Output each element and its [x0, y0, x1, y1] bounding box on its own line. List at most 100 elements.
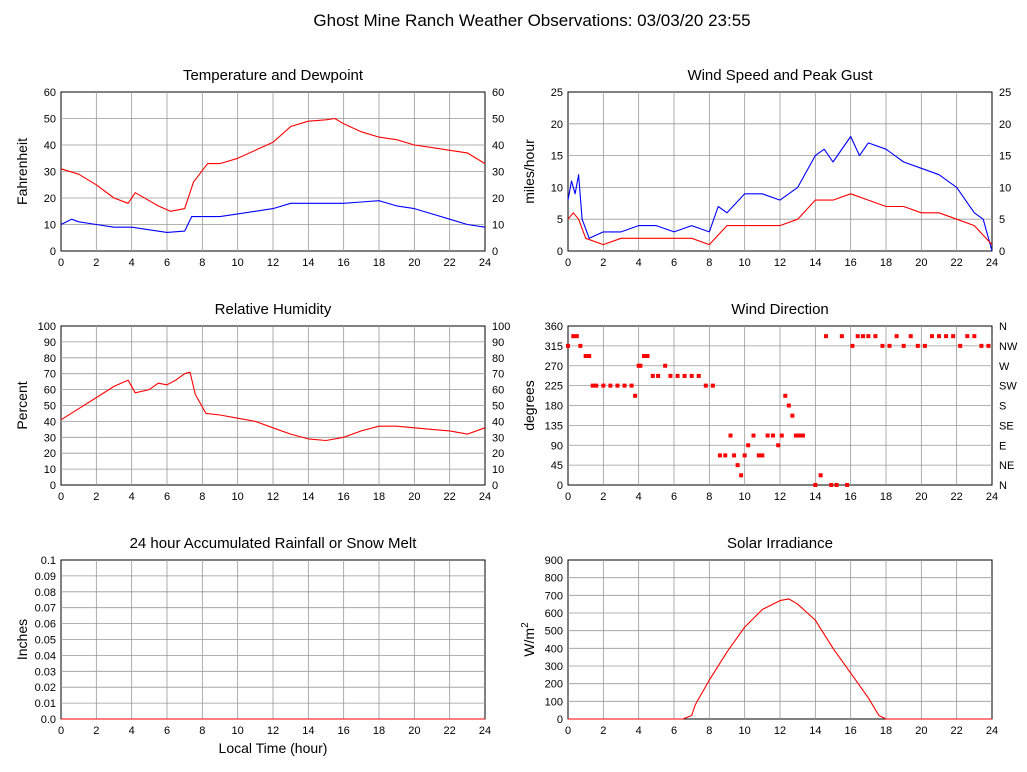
x-tick-label: 22 [951, 725, 963, 737]
right-y-tick-label: 20 [999, 119, 1011, 131]
x-tick-label: 16 [845, 725, 857, 737]
y-tick-label: 0 [50, 480, 56, 492]
y-axis-label: Inches [14, 619, 30, 660]
wind-direction-point [645, 354, 650, 359]
y-tick-label: 700 [545, 590, 563, 602]
x-tick-label: 24 [479, 257, 491, 269]
right-y-tick-label: 20 [492, 448, 504, 460]
series-line-0 [60, 371, 486, 442]
y-tick-label: 80 [44, 353, 56, 365]
x-tick-label: 0 [565, 257, 571, 269]
wind-direction-point [587, 354, 592, 359]
y-tick-label: 90 [551, 440, 563, 452]
y-tick-label: 0 [557, 714, 563, 726]
x-tick-label: 8 [706, 725, 712, 737]
wind-direction-point [622, 383, 627, 388]
wind-direction-point [742, 453, 747, 458]
x-tick-label: 12 [774, 257, 786, 269]
wind-direction-point [735, 463, 740, 468]
x-tick-label: 20 [915, 257, 927, 269]
right-y-tick-label: 60 [492, 87, 504, 99]
wind-direction-point [615, 383, 620, 388]
right-y-tick-label: SE [999, 420, 1014, 432]
x-tick-label: 4 [129, 257, 135, 269]
right-y-tick-label: 10 [492, 220, 504, 232]
x-tick-label: 8 [199, 491, 205, 503]
x-tick-label: 0 [565, 491, 571, 503]
right-y-tick-label: S [999, 401, 1006, 413]
right-y-tick-label: 0 [492, 480, 498, 492]
wind-direction-point [951, 334, 956, 339]
x-tick-label: 12 [267, 491, 279, 503]
x-tick-label: 0 [58, 257, 64, 269]
y-tick-label: 5 [557, 214, 563, 226]
wind-direction-point [813, 483, 818, 487]
y-tick-label: 60 [44, 385, 56, 397]
wind-direction-point [786, 403, 791, 408]
wind-direction-point [574, 334, 579, 339]
right-y-tick-label: W [999, 361, 1010, 373]
y-axis-label-text: Percent [14, 381, 30, 429]
y-tick-label: 0.05 [35, 635, 56, 647]
x-tick-label: 24 [479, 725, 491, 737]
y-tick-label: 15 [551, 151, 563, 163]
right-y-tick-label: 70 [492, 369, 504, 381]
x-tick-label: 20 [408, 257, 420, 269]
x-tick-label: 22 [444, 257, 456, 269]
wind-direction-point [601, 383, 606, 388]
x-tick-label: 24 [986, 491, 998, 503]
y-tick-label: 45 [551, 460, 563, 472]
x-tick-label: 0 [58, 491, 64, 503]
y-tick-label: 100 [545, 696, 563, 708]
right-y-tick-label: 50 [492, 401, 504, 413]
right-y-tick-label: 90 [492, 337, 504, 349]
right-y-tick-label: SW [999, 381, 1017, 393]
x-tick-label: 14 [809, 725, 821, 737]
wind-direction-point [861, 334, 866, 339]
x-tick-label: 24 [986, 257, 998, 269]
wind-direction-point [908, 334, 913, 339]
wind-direction-point [855, 334, 860, 339]
wind-direction-point [972, 334, 977, 339]
wind-direction-point [608, 383, 613, 388]
x-tick-label: 16 [338, 491, 350, 503]
series-line-1 [60, 200, 486, 233]
x-tick-label: 10 [232, 491, 244, 503]
x-tick-label: 4 [636, 725, 642, 737]
x-tick-label: 8 [706, 257, 712, 269]
wind-direction-point [629, 383, 634, 388]
x-tick-label: 16 [338, 725, 350, 737]
wind-direction-point [723, 453, 728, 458]
x-tick-label: 22 [444, 725, 456, 737]
wind-direction-point [880, 343, 885, 348]
wind-direction-point [682, 373, 687, 378]
right-y-tick-label: E [999, 440, 1006, 452]
x-tick-label: 14 [302, 257, 314, 269]
y-tick-label: 40 [44, 416, 56, 428]
wind-direction-point [566, 343, 570, 348]
wind-direction-point [845, 483, 850, 487]
x-tick-label: 14 [302, 725, 314, 737]
y-tick-label: 180 [545, 401, 563, 413]
wind-direction-point [937, 334, 941, 339]
x-tick-label: 2 [93, 257, 99, 269]
wind-direction-point [689, 373, 694, 378]
right-y-tick-label: 100 [492, 321, 510, 333]
y-axis-label-text: Fahrenheit [14, 138, 30, 205]
right-y-tick-label: 80 [492, 353, 504, 365]
right-y-tick-label: 10 [492, 464, 504, 476]
wind-direction-point [800, 433, 805, 438]
chart-title: Wind Direction [731, 301, 829, 318]
wind-direction-point [793, 433, 798, 438]
y-tick-label: 25 [551, 87, 563, 99]
right-y-tick-label: 40 [492, 416, 504, 428]
wind-direction-point [823, 334, 828, 339]
y-tick-label: 200 [545, 679, 563, 691]
series-line-0 [567, 135, 993, 252]
x-tick-label: 18 [880, 491, 892, 503]
x-tick-label: 6 [671, 257, 677, 269]
x-tick-label: 24 [479, 491, 491, 503]
y-tick-label: 0.03 [35, 666, 56, 678]
